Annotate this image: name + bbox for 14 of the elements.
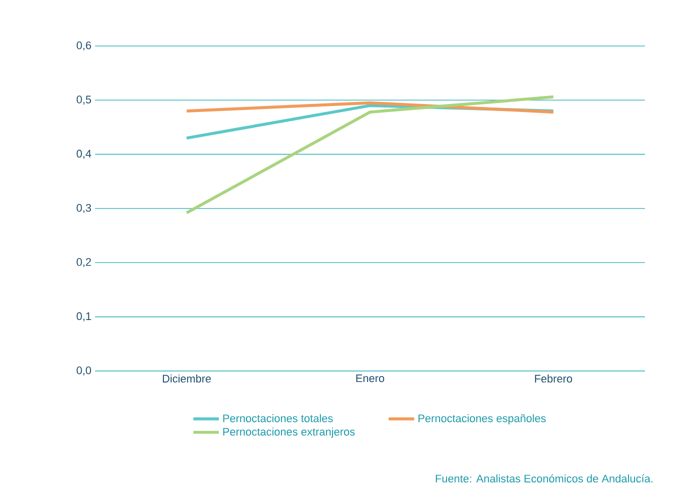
source-note: Fuente: Analistas Económicos de Andalucía. (436, 474, 652, 482)
y-tick-label: 0,6 (76, 41, 92, 51)
y-tick-label: 0,1 (76, 312, 91, 322)
legend-label: Pernoctaciones españoles (418, 414, 546, 424)
y-tick-label: 0,5 (76, 96, 92, 105)
x-tick-label: Febrero (535, 374, 572, 383)
legend-label: Pernoctaciones extranjeros (223, 428, 355, 438)
y-tick-label: 0,4 (76, 150, 92, 159)
y-tick-label: 0,3 (76, 204, 92, 214)
y-tick-label: 0,0 (76, 366, 92, 376)
y-tick-label: 0,2 (76, 258, 91, 268)
x-tick-label: Diciembre (162, 374, 211, 383)
x-tick-label: Enero (356, 374, 384, 382)
legend-label: Pernoctaciones totales (223, 414, 333, 422)
